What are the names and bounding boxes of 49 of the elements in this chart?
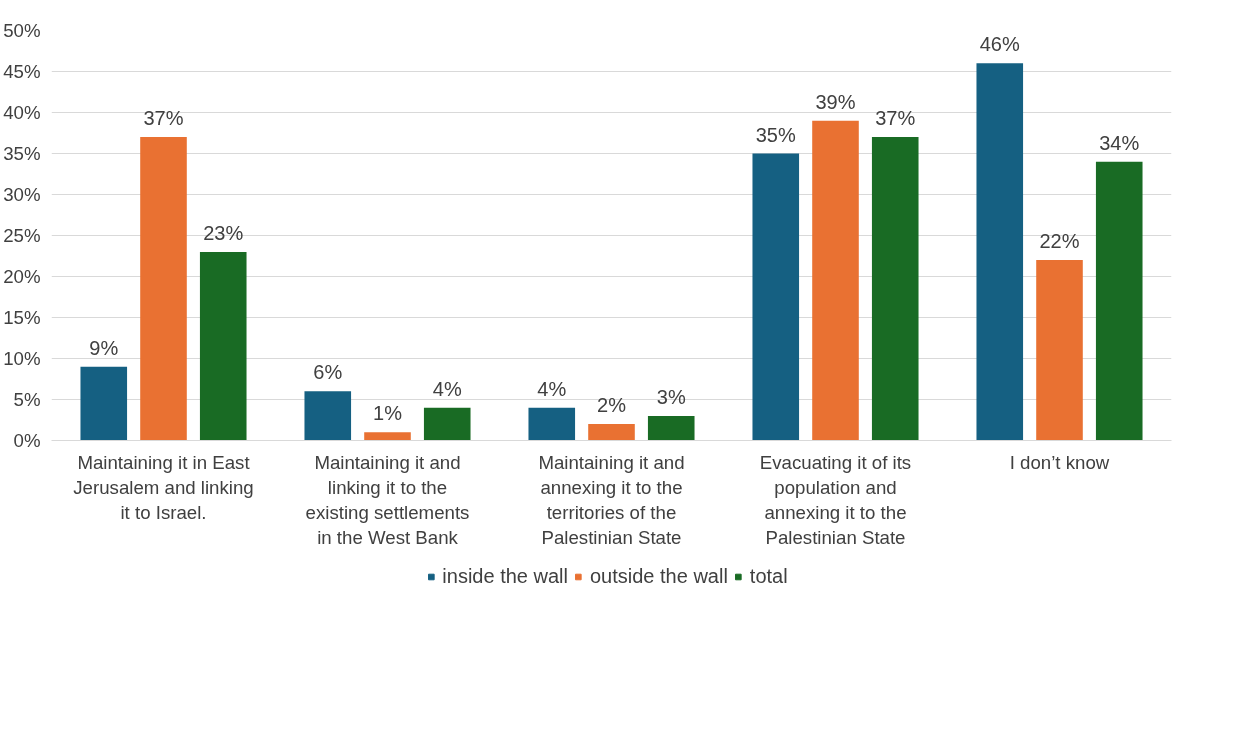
bar	[140, 137, 187, 441]
bar	[199, 251, 247, 441]
y-tick-label: 35%	[3, 143, 41, 164]
y-tick-label: 50%	[3, 20, 41, 41]
y-tick-label: 25%	[3, 225, 41, 246]
bar	[80, 366, 128, 441]
bar	[1036, 260, 1083, 441]
y-tick-label: 5%	[13, 389, 41, 410]
y-tick-label: 10%	[3, 348, 41, 369]
x-tick-label: I don’t know	[1009, 451, 1110, 473]
bar	[812, 120, 859, 441]
legend-label: inside the wall	[442, 564, 568, 588]
x-tick-label: Maintaining it in East Jerusalem and linking it to Israel.	[73, 451, 254, 523]
x-tick-label: Maintaining it and linking it to the existing settlements in the West Bank	[305, 451, 470, 549]
y-tick-label: 40%	[3, 102, 41, 123]
bar	[1095, 161, 1143, 441]
x-tick-label: Maintaining it and annexing it to the territories of the Palestinian State	[538, 451, 685, 549]
data-label: 37%	[875, 107, 916, 130]
data-label: 46%	[979, 33, 1020, 56]
data-label: 2%	[597, 394, 627, 417]
x-tick-label: Evacuating it of its population and annexing it to the Palestinian State	[759, 451, 912, 549]
legend-label: outside the wall	[589, 564, 728, 588]
data-label: 6%	[313, 361, 343, 384]
bar	[588, 424, 635, 441]
data-label: 9%	[89, 336, 119, 359]
data-label: 37%	[143, 107, 184, 130]
y-tick-label: 0%	[13, 430, 41, 451]
bar	[364, 432, 411, 441]
y-tick-label: 30%	[3, 184, 41, 205]
bar	[647, 415, 695, 441]
data-label: 3%	[656, 385, 686, 408]
data-label: 1%	[373, 402, 403, 425]
legend-label: total	[749, 564, 788, 588]
bar	[752, 153, 800, 441]
y-tick-label: 15%	[3, 307, 41, 328]
y-tick-label: 45%	[3, 61, 41, 82]
data-label: 4%	[537, 377, 567, 400]
data-label: 22%	[1039, 230, 1080, 253]
data-label: 34%	[1099, 131, 1140, 154]
bar	[976, 63, 1024, 441]
data-label: 39%	[815, 90, 856, 113]
data-label: 23%	[203, 221, 244, 244]
bar	[871, 137, 919, 441]
bar	[528, 407, 576, 441]
y-tick-label: 20%	[3, 266, 41, 287]
data-label: 35%	[755, 123, 796, 146]
bar	[304, 391, 352, 441]
bar	[423, 407, 471, 441]
data-label: 4%	[432, 377, 462, 400]
